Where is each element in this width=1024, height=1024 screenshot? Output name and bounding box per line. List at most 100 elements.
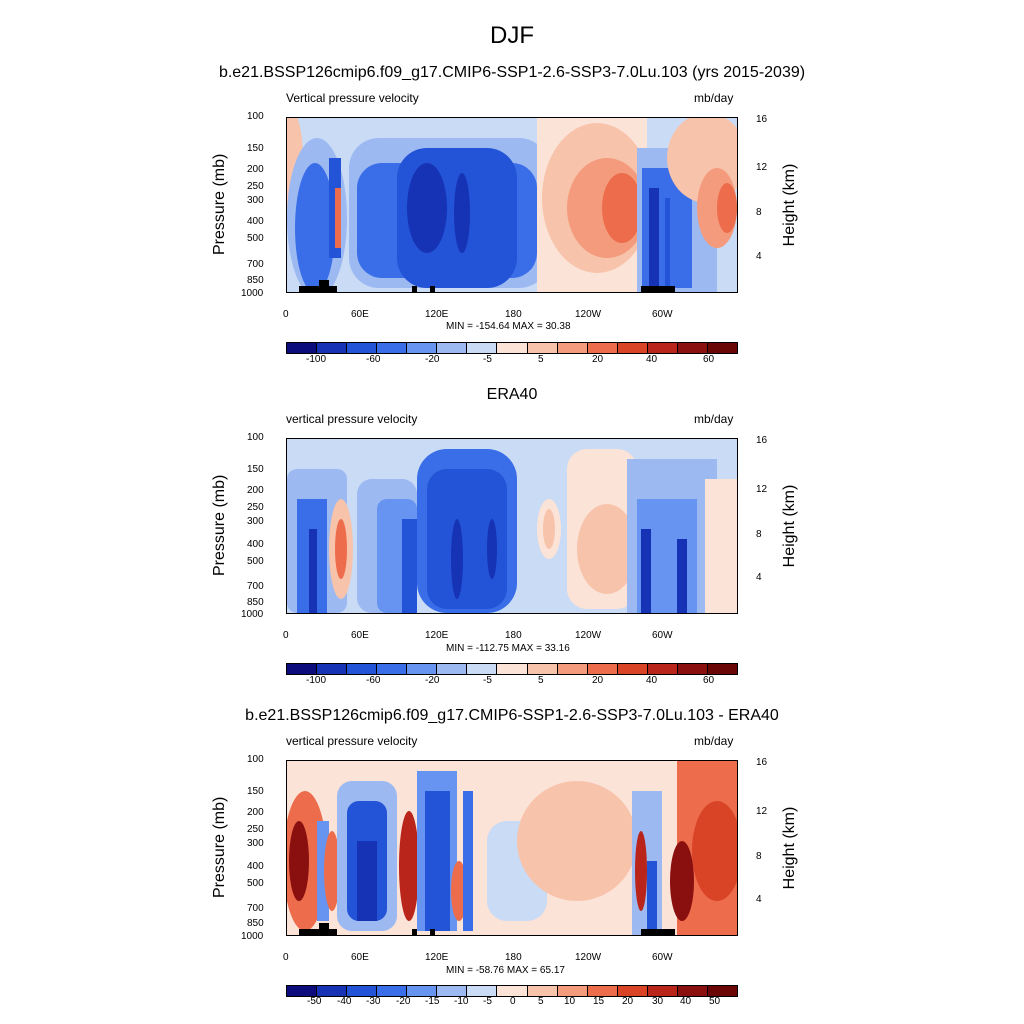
colorbar-swatch <box>527 343 558 353</box>
colorbar-label: 40 <box>646 354 658 365</box>
colorbar-swatch <box>707 986 737 996</box>
colorbar-swatch <box>707 343 737 353</box>
colorbar-swatch <box>467 343 498 353</box>
y2-tick-label: 4 <box>756 572 762 583</box>
colorbar-swatch <box>437 986 468 996</box>
contour-plot <box>286 760 738 936</box>
colorbar-label: -50 <box>307 996 322 1007</box>
units-label: mb/day <box>694 734 734 748</box>
x-tick-label: 60W <box>652 630 673 641</box>
y2-tick-label: 4 <box>756 894 762 905</box>
colorbar-swatch <box>497 664 528 674</box>
x-tick-label: 0 <box>283 952 289 963</box>
contour-plot <box>286 438 738 614</box>
y-tick-label: 700 <box>247 903 264 914</box>
y-tick-label: 250 <box>247 181 264 192</box>
y-tick-label: 200 <box>247 807 264 818</box>
x-tick-label: 60W <box>652 952 673 963</box>
colorbar-swatch <box>617 664 648 674</box>
colorbar-swatch <box>347 343 378 353</box>
y2-tick-label: 8 <box>756 207 762 218</box>
y2-tick-label: 4 <box>756 251 762 262</box>
colorbar-swatch <box>287 343 318 353</box>
y-tick-label: 150 <box>247 464 264 475</box>
colorbar <box>286 985 738 997</box>
y-tick-label: 150 <box>247 143 264 154</box>
colorbar-label: -5 <box>483 354 492 365</box>
contour-svg <box>287 439 737 613</box>
y-tick-label: 150 <box>247 786 264 797</box>
colorbar-swatch <box>647 664 678 674</box>
colorbar-swatch <box>437 343 468 353</box>
y-tick-label: 100 <box>247 432 264 443</box>
colorbar-label: 20 <box>622 996 634 1007</box>
colorbar-label: 20 <box>592 675 604 686</box>
x-tick-label: 0 <box>283 630 289 641</box>
colorbar-swatch <box>587 664 618 674</box>
colorbar-swatch <box>677 664 708 674</box>
y2-axis-label: Height (km) <box>781 484 798 568</box>
colorbar-swatch <box>647 343 678 353</box>
x-tick-label: 120W <box>575 309 602 320</box>
colorbar-swatch <box>347 986 378 996</box>
colorbar-swatch <box>437 664 468 674</box>
y2-tick-label: 16 <box>756 757 768 768</box>
colorbar-swatch <box>617 986 648 996</box>
y-axis-label: Pressure (mb) <box>211 474 228 576</box>
colorbar-label: -20 <box>396 996 411 1007</box>
y-tick-label: 250 <box>247 824 264 835</box>
colorbar-label: -20 <box>425 354 440 365</box>
x-tick-label: 60E <box>351 309 369 320</box>
colorbar-swatch <box>557 343 588 353</box>
y2-tick-label: 12 <box>756 162 768 173</box>
colorbar-swatch <box>557 664 588 674</box>
y-tick-label: 400 <box>247 539 264 550</box>
colorbar-label: 20 <box>592 354 604 365</box>
colorbar-swatch <box>317 986 348 996</box>
colorbar-swatch <box>527 664 558 674</box>
y2-axis-label: Height (km) <box>781 806 798 890</box>
y-tick-label: 850 <box>247 918 264 929</box>
y2-tick-label: 8 <box>756 851 762 862</box>
colorbar-label: -5 <box>483 675 492 686</box>
y-tick-label: 100 <box>247 754 264 765</box>
colorbar-label: -15 <box>425 996 440 1007</box>
y-axis-label: Pressure (mb) <box>211 153 228 255</box>
colorbar-label: 5 <box>538 996 544 1007</box>
colorbar-swatch <box>317 664 348 674</box>
colorbar-swatch <box>377 986 408 996</box>
colorbar-swatch <box>497 986 528 996</box>
y-tick-label: 850 <box>247 597 264 608</box>
min-max-text: MIN = -154.64 MAX = 30.38 <box>446 321 571 332</box>
colorbar-label: -60 <box>366 354 381 365</box>
y-tick-label: 250 <box>247 502 264 513</box>
y-tick-label: 300 <box>247 195 264 206</box>
panel-title: ERA40 <box>486 386 538 403</box>
units-label: mb/day <box>694 412 734 426</box>
field-label: vertical pressure velocity <box>286 734 418 748</box>
field-label: vertical pressure velocity <box>286 412 418 426</box>
colorbar-swatch <box>707 664 737 674</box>
colorbar-swatch <box>467 664 498 674</box>
y-tick-label: 700 <box>247 259 264 270</box>
colorbar-label: -100 <box>306 354 327 365</box>
colorbar-swatch <box>347 664 378 674</box>
colorbar-swatch <box>287 986 318 996</box>
colorbar-label: -30 <box>366 996 381 1007</box>
x-tick-label: 120E <box>425 952 449 963</box>
units-label: mb/day <box>694 91 734 105</box>
y2-tick-label: 16 <box>756 114 768 125</box>
y-tick-label: 1000 <box>241 931 264 942</box>
colorbar-label: 40 <box>646 675 658 686</box>
main-title: DJF <box>490 22 534 49</box>
y-tick-label: 700 <box>247 581 264 592</box>
colorbar-label: -10 <box>454 996 469 1007</box>
panel-title: b.e21.BSSP126cmip6.f09_g17.CMIP6-SSP1-2.… <box>218 64 806 81</box>
colorbar-label: -100 <box>306 675 327 686</box>
colorbar-label: 0 <box>510 996 516 1007</box>
x-tick-label: 120W <box>575 952 602 963</box>
min-max-text: MIN = -112.75 MAX = 33.16 <box>446 643 570 654</box>
y2-tick-label: 16 <box>756 435 768 446</box>
colorbar-label: 5 <box>538 354 544 365</box>
x-tick-label: 120W <box>575 630 602 641</box>
